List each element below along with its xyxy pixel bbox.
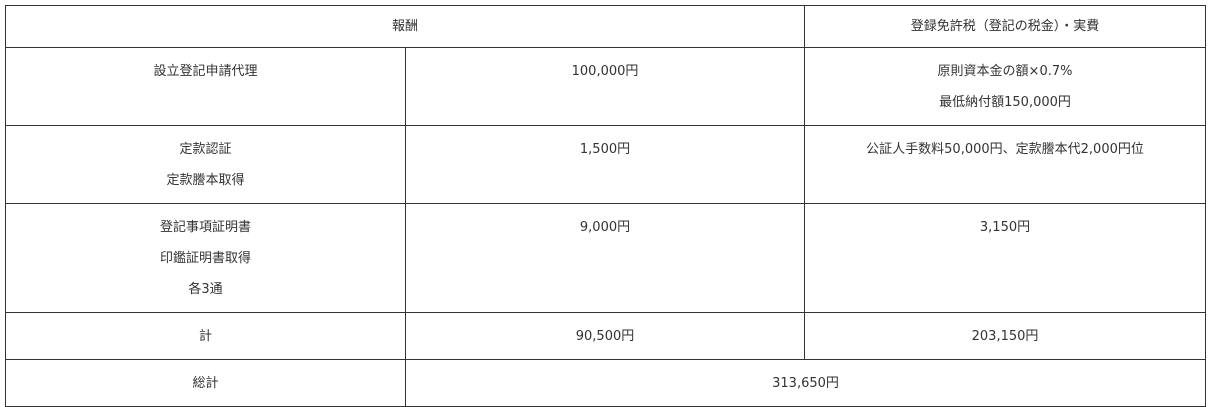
total-value: 313,650円 — [404, 359, 1207, 407]
cell-text: 設立登記申請代理 — [153, 64, 258, 79]
cell-fee: 90,500円 — [404, 312, 806, 360]
cell-fee: 9,000円 — [404, 203, 806, 313]
cell-text: 1,500円 — [579, 142, 631, 157]
header-row: 報酬 登録免許税（登記の税金）・実費 — [4, 5, 1207, 48]
cell-text: 90,500円 — [575, 329, 635, 344]
header-tax: 登録免許税（登記の税金）・実費 — [804, 5, 1207, 48]
cell-text: 印鑑証明書取得 — [159, 251, 251, 266]
total-row: 総計 313,650円 — [5, 359, 1207, 407]
table-row: 登記事項証明書 印鑑証明書取得 各3通 9,000円 3,150円 — [5, 203, 1207, 313]
cell-text: 9,000円 — [579, 220, 631, 235]
cell-item: 設立登記申請代理 — [5, 47, 406, 126]
cell-text: 100,000円 — [571, 64, 639, 79]
cell-item: 定款認証定款謄本取得 — [5, 125, 406, 204]
cell-text: 計 — [198, 329, 212, 344]
cell-item: 登記事項証明書 印鑑証明書取得 各3通 — [5, 203, 406, 313]
cell-text: 登記事項証明書 — [159, 220, 251, 235]
cell-tax: 3,150円 — [804, 203, 1207, 313]
cell-tax: 公証人手数料50,000円、定款謄本代2,000円位 — [804, 125, 1207, 204]
table-row: 計 90,500円 203,150円 — [5, 312, 1207, 360]
header-fee: 報酬 — [4, 5, 806, 48]
fee-table: 報酬 登録免許税（登記の税金）・実費 設立登記申請代理 100,000円 原則資本金… — [4, 5, 1207, 407]
cell-fee: 100,000円 — [404, 47, 806, 126]
cell-text: 3,150円 — [979, 220, 1031, 235]
cell-tax: 203,150円 — [804, 312, 1207, 360]
cell-tax: 原則資本金の額×0.7% 最低納付額150,000円 — [804, 47, 1207, 126]
cell-text: 定款謄本取得 — [166, 173, 245, 188]
cell-text: 最低納付額150,000円 — [939, 95, 1071, 110]
cell-text: 原則資本金の額×0.7% — [937, 64, 1073, 79]
cell-fee: 1,500円 — [404, 125, 806, 204]
table-row: 定款認証定款謄本取得 1,500円 公証人手数料50,000円、定款謄本代2,000… — [5, 125, 1207, 204]
table-row: 設立登記申請代理 100,000円 原則資本金の額×0.7% 最低納付額150,000… — [5, 47, 1207, 126]
cell-item: 計 — [5, 312, 406, 360]
cell-text: 各3通 — [188, 282, 223, 297]
cell-text: 203,150円 — [971, 329, 1039, 344]
cell-text: 公証人手数料50,000円、定款謄本代2,000円位 — [866, 142, 1144, 157]
cell-text: 定款認証 — [179, 142, 232, 157]
total-label: 総計 — [5, 359, 406, 407]
